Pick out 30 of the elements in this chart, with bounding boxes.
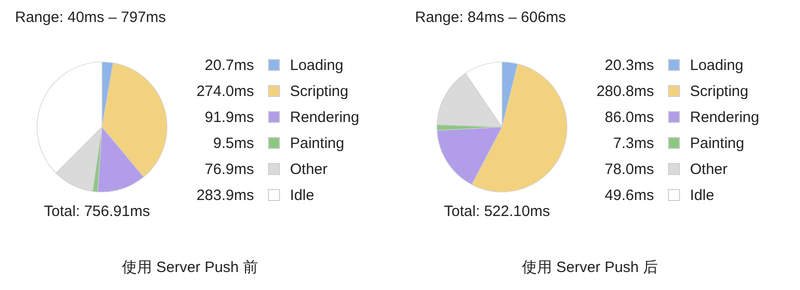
chart-title: Range: 40ms – 797ms [15,9,166,26]
legend-label: Scripting [290,82,348,100]
legend-label: Painting [290,134,344,152]
legend-label: Idle [690,186,714,204]
data-label: 76.9ms [204,160,254,178]
data-label: 280.8ms [595,82,654,100]
text: 使用 Server Push 前 [121,258,259,277]
text: Total: 522.10ms [443,203,551,220]
text: 使用 Server Push 后 [521,258,659,277]
data-label: 20.3ms [604,56,654,74]
legend-label: Rendering [290,108,360,126]
legend-label: Loading [690,56,744,74]
legend-label: Scripting [690,82,748,100]
legend-label: Painting [690,134,744,152]
data-label: 283.9ms [195,186,254,204]
data-label: 20.7ms [204,56,254,74]
legend-label: Rendering [690,108,760,126]
legend-label: Idle [290,186,314,204]
data-label: 91.9ms [204,108,254,126]
data-label: 78.0ms [604,160,654,178]
data-label: 274.0ms [195,82,254,100]
data-label: 7.3ms [612,134,654,152]
legend-label: Loading [290,56,344,74]
chart-title: Range: 84ms – 606ms [415,9,566,26]
legend-label: Other [290,160,328,178]
legend-label: Other [690,160,728,178]
data-label: 9.5ms [212,134,254,152]
text: Total: 756.91ms [43,203,151,220]
data-label: 49.6ms [604,186,654,204]
data-label: 86.0ms [604,108,654,126]
